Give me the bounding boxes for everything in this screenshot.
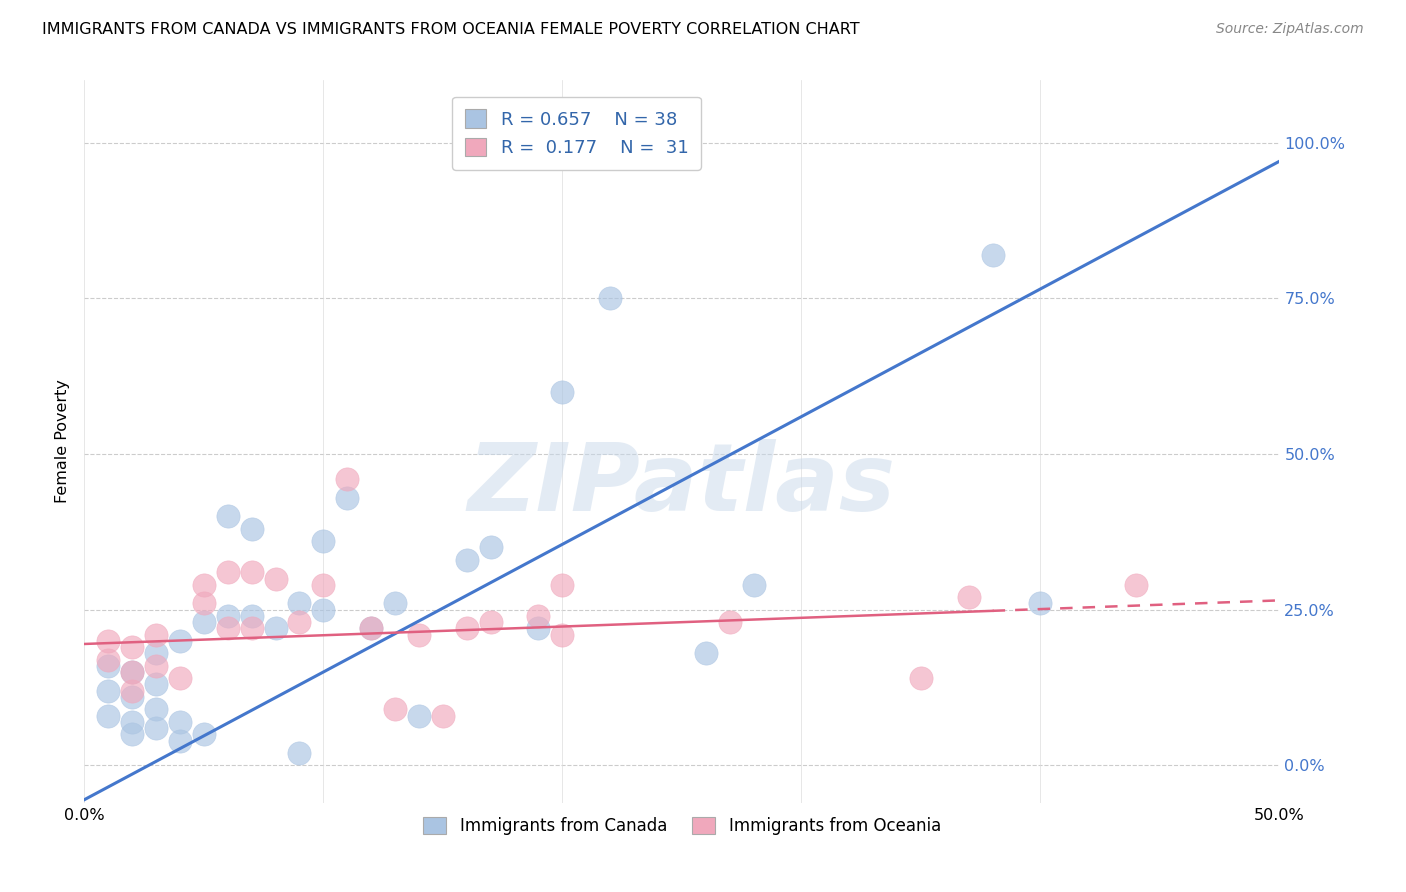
Point [145,658,167,673]
Point [193,597,215,611]
Legend: Immigrants from Canada, Immigrants from Oceania: Immigrants from Canada, Immigrants from … [416,810,948,841]
Point [121,727,143,741]
Point [145,702,167,716]
Point [432,708,454,723]
Point [193,578,215,592]
Point [384,702,406,716]
Point [360,621,382,635]
Point [408,708,430,723]
Point [360,621,382,635]
Point [479,615,502,630]
Point [217,509,239,524]
Point [718,615,741,630]
Point [217,566,239,580]
Point [193,615,215,630]
Point [240,609,263,624]
Point [288,615,311,630]
Point [145,721,167,735]
Point [121,690,143,704]
Point [288,746,311,760]
Point [264,572,287,586]
Point [169,714,191,729]
Point [957,591,980,605]
Point [121,665,143,679]
Text: Source: ZipAtlas.com: Source: ZipAtlas.com [1216,22,1364,37]
Point [527,621,550,635]
Point [336,491,359,505]
Point [97,708,120,723]
Point [217,609,239,624]
Point [97,633,120,648]
Point [169,633,191,648]
Point [336,472,359,486]
Point [145,627,167,641]
Point [312,534,335,549]
Point [121,714,143,729]
Text: ZIPatlas: ZIPatlas [468,439,896,531]
Point [910,671,932,685]
Point [145,646,167,660]
Text: IMMIGRANTS FROM CANADA VS IMMIGRANTS FROM OCEANIA FEMALE POVERTY CORRELATION CHA: IMMIGRANTS FROM CANADA VS IMMIGRANTS FRO… [42,22,860,37]
Point [240,621,263,635]
Point [193,727,215,741]
Point [97,658,120,673]
Point [121,640,143,654]
Point [121,665,143,679]
Point [312,603,335,617]
Point [551,578,574,592]
Point [121,683,143,698]
Point [599,291,621,305]
Point [695,646,717,660]
Point [97,683,120,698]
Point [551,384,574,399]
Point [169,733,191,747]
Point [981,248,1004,262]
Point [742,578,765,592]
Point [1029,597,1052,611]
Point [479,541,502,555]
Point [551,627,574,641]
Point [1125,578,1147,592]
Point [145,677,167,691]
Point [384,597,406,611]
Point [217,621,239,635]
Point [169,671,191,685]
Point [456,621,478,635]
Point [527,609,550,624]
Point [240,566,263,580]
Point [312,578,335,592]
Point [264,621,287,635]
Point [408,627,430,641]
Point [456,553,478,567]
Point [97,652,120,666]
Point [240,522,263,536]
Point [288,597,311,611]
Y-axis label: Female Poverty: Female Poverty [55,380,70,503]
